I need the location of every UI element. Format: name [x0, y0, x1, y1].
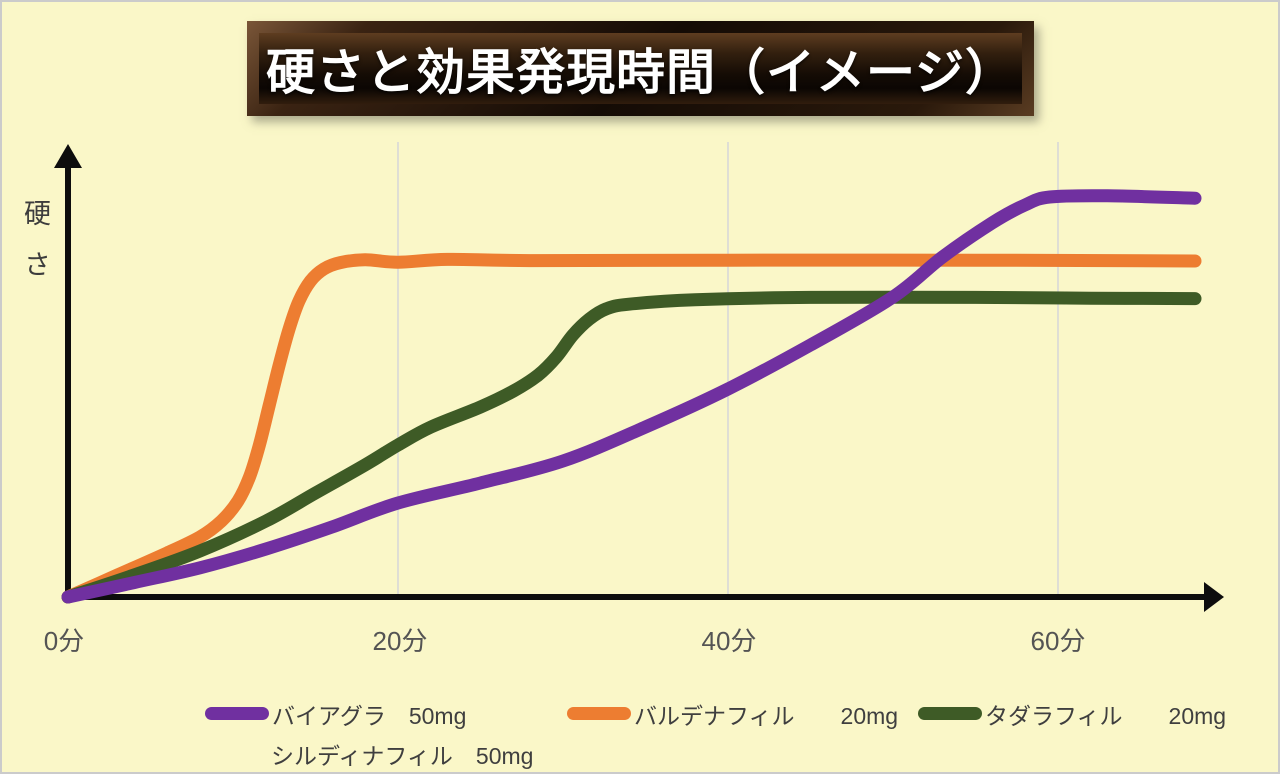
- chart-title: 硬さと効果発現時間（イメージ）: [265, 46, 1016, 100]
- legend-item-vardenafil: バルデナフィル 20mg: [567, 699, 899, 729]
- legend-item-viagra: バイアグラ 50mg: [205, 699, 467, 729]
- legend-swatch-viagra: [205, 707, 269, 720]
- series-line-vardenafil: [61, 252, 1202, 604]
- chart-title-box: 硬さと効果発現時間（イメージ）: [247, 21, 1034, 116]
- x-axis-arrowhead-icon: [1204, 582, 1224, 612]
- series-line-viagra: [61, 189, 1202, 604]
- legend-sublabel-sildenafil: シルディナフィル 50mg: [271, 743, 534, 769]
- x-tick-60min: 60分: [1030, 626, 1086, 656]
- legend-label-viagra: バイアグラ 50mg: [272, 702, 467, 729]
- x-tick-20min: 20分: [372, 626, 428, 656]
- x-tick-40min: 40分: [701, 626, 757, 656]
- x-tick-0min: 0分: [43, 626, 85, 656]
- legend-label-vardenafil: バルデナフィル 20mg: [634, 702, 899, 729]
- y-axis-arrowhead-icon: [54, 144, 82, 168]
- legend-item-tadalafil: タダラフィル 20mg: [918, 699, 1227, 729]
- legend-swatch-tadalafil: [918, 707, 982, 720]
- chart-title-panel: 硬さと効果発現時間（イメージ）: [259, 33, 1022, 104]
- legend-swatch-vardenafil: [567, 707, 631, 720]
- legend-label-tadalafil: タダラフィル 20mg: [985, 702, 1227, 729]
- series-line-tadalafil: [61, 290, 1202, 604]
- y-axis-label: 硬さ: [20, 199, 50, 301]
